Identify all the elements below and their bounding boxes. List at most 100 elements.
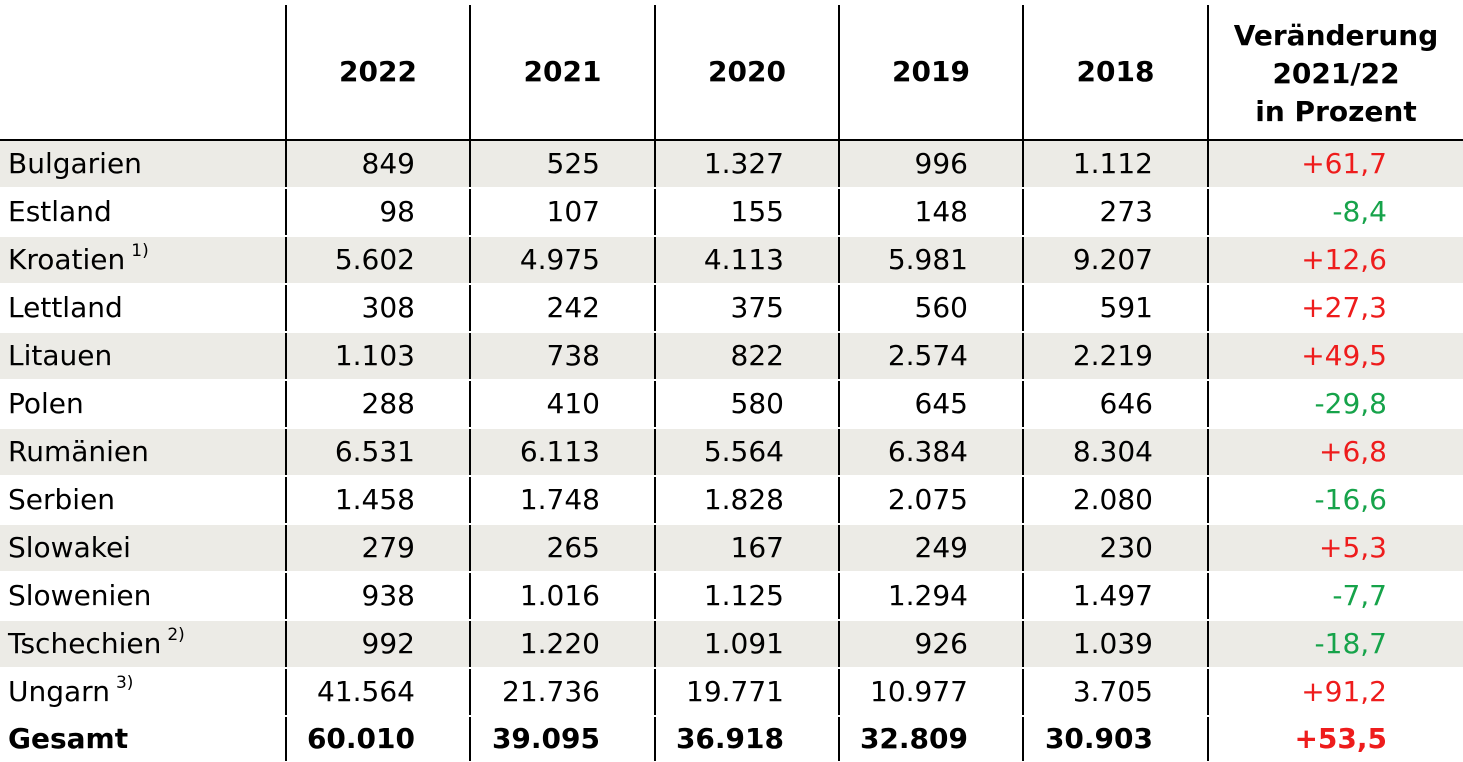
- row-country-cell: Bulgarien: [0, 140, 286, 189]
- total-value-2019: 32.809: [838, 715, 1023, 761]
- value-cell-2019: 996: [838, 140, 1023, 189]
- value-cell-2018: 230: [1022, 524, 1208, 573]
- value-cell-2021: 242: [469, 284, 655, 333]
- value-cell-2022: 308: [285, 284, 470, 333]
- table-row: Ungarn 3) 41.564 21.736 19.771 10.977 3.705 +91…: [0, 668, 1463, 717]
- row-country-cell: Rumänien: [0, 428, 286, 477]
- table-row: Rumänien 6.531 6.113 5.564 6.384 8.304 +6,8: [0, 428, 1463, 477]
- change-percent-cell: -8,4: [1207, 188, 1463, 237]
- row-country-cell: Kroatien 1): [0, 236, 286, 285]
- header-year-2022: 2022: [285, 5, 470, 140]
- value-cell-2021: 107: [469, 188, 655, 237]
- table-row: Slowakei 279 265 167 249 230 +5,3: [0, 524, 1463, 573]
- value-cell-2022: 1.103: [285, 332, 470, 381]
- change-percent-cell: +61,7: [1207, 140, 1463, 189]
- value-cell-2019: 2.574: [838, 332, 1023, 381]
- value-cell-2022: 288: [285, 380, 470, 429]
- value-cell-2019: 148: [838, 188, 1023, 237]
- change-percent-cell: +49,5: [1207, 332, 1463, 381]
- row-country-cell: Polen: [0, 380, 286, 429]
- change-percent-cell: -29,8: [1207, 380, 1463, 429]
- change-percent-cell: -18,7: [1207, 620, 1463, 669]
- country-name: Rumänien: [8, 435, 149, 468]
- value-cell-2019: 645: [838, 380, 1023, 429]
- value-cell-2021: 4.975: [469, 236, 655, 285]
- value-cell-2022: 6.531: [285, 428, 470, 477]
- total-value-2021: 39.095: [469, 715, 655, 761]
- country-name: Tschechien: [8, 627, 162, 660]
- row-country-cell: Slowakei: [0, 524, 286, 573]
- value-cell-2019: 560: [838, 284, 1023, 333]
- value-cell-2021: 265: [469, 524, 655, 573]
- value-cell-2018: 1.039: [1022, 620, 1208, 669]
- table-row: Estland 98 107 155 148 273 -8,4: [0, 188, 1463, 237]
- value-cell-2022: 279: [285, 524, 470, 573]
- table-row: Tschechien 2) 992 1.220 1.091 926 1.039 -18,7: [0, 620, 1463, 669]
- country-name: Lettland: [8, 291, 123, 324]
- value-cell-2018: 2.080: [1022, 476, 1208, 525]
- total-value-2022: 60.010: [285, 715, 470, 761]
- value-cell-2018: 646: [1022, 380, 1208, 429]
- value-cell-2020: 5.564: [654, 428, 839, 477]
- value-cell-2022: 98: [285, 188, 470, 237]
- value-cell-2020: 4.113: [654, 236, 839, 285]
- value-cell-2022: 1.458: [285, 476, 470, 525]
- change-percent-cell: +12,6: [1207, 236, 1463, 285]
- value-cell-2018: 591: [1022, 284, 1208, 333]
- value-cell-2020: 155: [654, 188, 839, 237]
- header-year-2018: 2018: [1022, 5, 1208, 140]
- country-name: Litauen: [8, 339, 113, 372]
- value-cell-2020: 1.327: [654, 140, 839, 189]
- header-change-line-3: in Prozent: [1255, 95, 1417, 128]
- value-cell-2021: 410: [469, 380, 655, 429]
- value-cell-2018: 3.705: [1022, 668, 1208, 717]
- table-row: Kroatien 1) 5.602 4.975 4.113 5.981 9.207 +12,6: [0, 236, 1463, 285]
- value-cell-2020: 167: [654, 524, 839, 573]
- country-name: Ungarn: [8, 675, 110, 708]
- value-cell-2020: 375: [654, 284, 839, 333]
- value-cell-2019: 249: [838, 524, 1023, 573]
- value-cell-2019: 1.294: [838, 572, 1023, 621]
- value-cell-2018: 273: [1022, 188, 1208, 237]
- value-cell-2021: 1.016: [469, 572, 655, 621]
- value-cell-2019: 10.977: [838, 668, 1023, 717]
- country-name: Polen: [8, 387, 84, 420]
- table-row: Litauen 1.103 738 822 2.574 2.219 +49,5: [0, 332, 1463, 381]
- value-cell-2018: 2.219: [1022, 332, 1208, 381]
- country-name: Slowenien: [8, 579, 152, 612]
- row-country-cell: Litauen: [0, 332, 286, 381]
- value-cell-2019: 6.384: [838, 428, 1023, 477]
- change-percent-cell: +91,2: [1207, 668, 1463, 717]
- total-label: Gesamt: [0, 715, 286, 761]
- value-cell-2020: 1.828: [654, 476, 839, 525]
- value-cell-2021: 21.736: [469, 668, 655, 717]
- header-change-percent: Veränderung 2021/22 in Prozent: [1207, 5, 1463, 140]
- change-percent-cell: -7,7: [1207, 572, 1463, 621]
- value-cell-2020: 1.091: [654, 620, 839, 669]
- table-row: Bulgarien 849 525 1.327 996 1.112 +61,7: [0, 140, 1463, 189]
- change-percent-cell: +5,3: [1207, 524, 1463, 573]
- table-header: 2022 2021 2020 2019 2018 Veränderung 202…: [0, 5, 1463, 140]
- total-value-2020: 36.918: [654, 715, 839, 761]
- value-cell-2022: 41.564: [285, 668, 470, 717]
- value-cell-2018: 1.497: [1022, 572, 1208, 621]
- value-cell-2022: 938: [285, 572, 470, 621]
- table-row: Slowenien 938 1.016 1.125 1.294 1.497 -7,7: [0, 572, 1463, 621]
- row-country-cell: Tschechien 2): [0, 620, 286, 669]
- value-cell-2022: 992: [285, 620, 470, 669]
- value-cell-2022: 849: [285, 140, 470, 189]
- header-corner-cell: [0, 5, 286, 140]
- country-name: Estland: [8, 195, 112, 228]
- total-change-percent: +53,5: [1207, 715, 1463, 761]
- value-cell-2020: 19.771: [654, 668, 839, 717]
- header-change-line-2: 2021/22: [1272, 57, 1400, 90]
- change-percent-cell: +27,3: [1207, 284, 1463, 333]
- table-row: Lettland 308 242 375 560 591 +27,3: [0, 284, 1463, 333]
- row-country-cell: Estland: [0, 188, 286, 237]
- change-percent-cell: +6,8: [1207, 428, 1463, 477]
- header-change-line-1: Veränderung: [1233, 19, 1439, 52]
- total-row: Gesamt 60.010 39.095 36.918 32.809 30.903 +53,…: [0, 715, 1463, 761]
- row-country-cell: Ungarn 3): [0, 668, 286, 717]
- value-cell-2018: 1.112: [1022, 140, 1208, 189]
